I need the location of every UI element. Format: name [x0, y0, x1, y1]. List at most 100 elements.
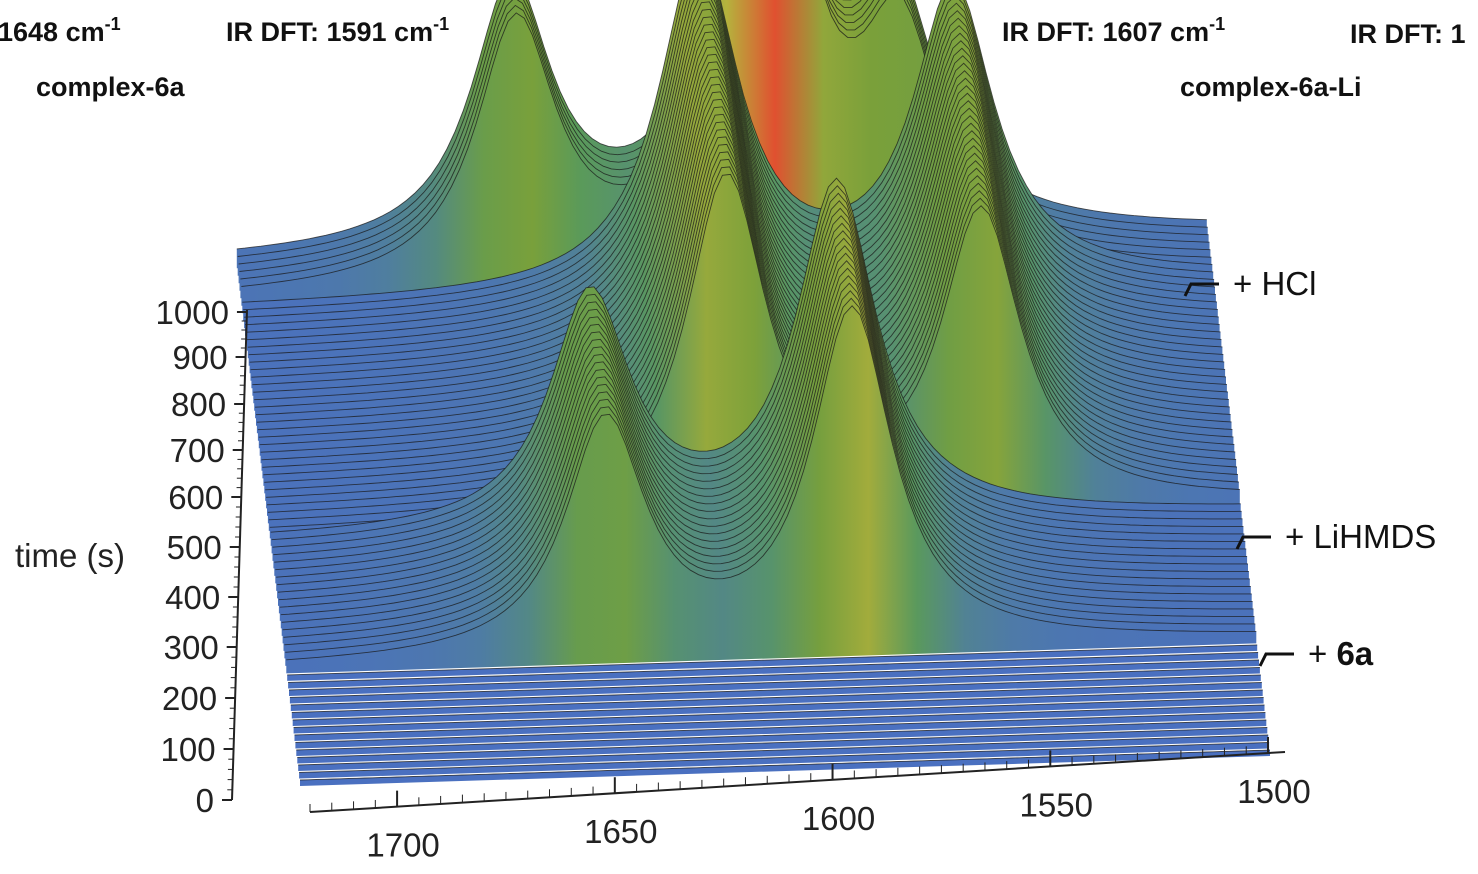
spectrum-trace — [244, 0, 1215, 318]
spectrum-trace — [254, 46, 1225, 401]
spectra-surface — [236, 0, 1271, 786]
spectrum-trace — [290, 674, 1261, 706]
time-tick-label: 500 — [167, 529, 222, 566]
spectrum-trace — [285, 297, 1256, 653]
time-tick-label: 100 — [160, 731, 215, 768]
spectrum-fill — [287, 644, 1258, 681]
spectrum-trace — [243, 0, 1214, 311]
spectrum-trace — [293, 697, 1264, 728]
spectrum-trace — [259, 91, 1230, 446]
event-marker — [1258, 652, 1294, 667]
spectrum-trace — [246, 0, 1217, 341]
spectrum-trace — [291, 682, 1262, 713]
spectrum-trace — [278, 245, 1249, 601]
spectrum-trace — [292, 689, 1263, 721]
event-label: + LiHMDS — [1285, 518, 1436, 555]
spectrum-trace — [255, 61, 1227, 416]
spectrum-trace — [265, 136, 1236, 491]
spectrum-fill — [292, 690, 1263, 726]
spectrum-trace — [249, 8, 1220, 363]
spectrum-trace — [289, 667, 1260, 698]
complex-label: complex-6a-Li — [1180, 72, 1362, 102]
spectrum-trace — [247, 0, 1218, 348]
spectrum-trace — [270, 177, 1241, 533]
spectrum-trace — [298, 734, 1269, 766]
spectrum-fill — [289, 660, 1259, 696]
time-tick-label: 700 — [170, 432, 225, 469]
spectrum-trace — [297, 727, 1268, 758]
spectrum-trace — [250, 16, 1221, 371]
time-tick-label: 1000 — [156, 294, 229, 331]
spectrum-fill — [286, 305, 1257, 674]
spectrum-trace — [245, 0, 1216, 333]
spectrum-trace — [257, 76, 1228, 431]
spectrum-trace — [272, 192, 1243, 548]
spectrum-fill — [269, 174, 1240, 539]
time-tick-label: 600 — [168, 479, 223, 516]
time-tick-label: 0 — [196, 782, 214, 819]
spectrum-trace — [237, 0, 1208, 257]
spectrum-fill — [297, 727, 1268, 764]
spectrum-trace — [266, 151, 1238, 506]
spectrum-trace — [281, 267, 1252, 623]
time-axis-label: time (s) — [15, 537, 125, 574]
spectrum-fill — [293, 697, 1264, 734]
spectrum-trace — [288, 659, 1260, 691]
spectrum-fill — [298, 735, 1269, 771]
spectrum-fill — [294, 705, 1265, 741]
spectrum-fill — [288, 652, 1259, 689]
time-tick-label: 200 — [162, 680, 217, 717]
spectrum-trace — [267, 158, 1238, 513]
wavenumber-tick-label: 1700 — [366, 827, 439, 864]
spectrum-trace — [242, 0, 1213, 303]
spectrum-trace — [255, 53, 1226, 408]
event-label: + HCl — [1233, 265, 1316, 302]
annotations: 1648 cm-1 IR DFT: 1591 cm-1 IR DFT: 1607 c… — [0, 14, 1466, 672]
spectrum-trace — [256, 68, 1227, 423]
spectrum-trace — [263, 121, 1234, 476]
spectrum-trace — [295, 712, 1266, 743]
spectrum-trace — [299, 742, 1270, 773]
spectrum-trace — [261, 106, 1232, 461]
spectrum-trace — [244, 0, 1216, 326]
spectrum-fill — [295, 712, 1266, 749]
wavenumber-tick-label: 1600 — [802, 800, 875, 837]
wavenumber-tick-label: 1550 — [1020, 786, 1093, 823]
spectrum-trace — [274, 207, 1245, 563]
wavenumber-tick-label: 1500 — [1237, 773, 1310, 810]
spectrum-trace — [236, 0, 1207, 250]
spectrum-trace — [288, 652, 1259, 683]
event-label: + 6a — [1308, 635, 1374, 672]
spectrum-fill — [291, 682, 1262, 719]
spectrum-trace — [277, 230, 1248, 586]
spectrum-fill — [290, 675, 1261, 711]
spectrum-trace — [248, 1, 1219, 356]
spectrum-trace — [286, 305, 1257, 661]
spectrum-trace — [276, 222, 1247, 578]
spectrum-fill — [289, 667, 1260, 704]
spectrum-trace — [279, 252, 1250, 608]
dft-header-label: IR DFT: 1 — [1350, 19, 1466, 49]
dft-header-label: 1648 cm-1 — [0, 14, 121, 47]
dft-header-label: IR DFT: 1591 cm-1 — [226, 14, 449, 47]
time-tick-label: 900 — [172, 339, 227, 376]
wavenumber-axis-line — [309, 751, 1286, 813]
spectrum-trace — [282, 275, 1253, 631]
spectrum-trace — [266, 143, 1237, 498]
event-marker — [1183, 282, 1219, 297]
spectrum-trace — [294, 704, 1265, 736]
time-tick-label: 300 — [164, 629, 219, 666]
spectrum-fill — [296, 720, 1267, 756]
spectrum-trace — [268, 166, 1239, 521]
spectrum-trace — [260, 98, 1231, 453]
spectrum-trace — [277, 237, 1248, 593]
spectrum-trace — [280, 260, 1251, 616]
wavenumber-tick-label: 1650 — [584, 813, 657, 850]
time-axis-line — [231, 309, 248, 801]
spectrum-trace — [262, 113, 1233, 468]
spectrum-trace — [287, 644, 1258, 676]
spectrum-fill — [300, 750, 1270, 786]
spectrum-trace — [258, 83, 1229, 438]
